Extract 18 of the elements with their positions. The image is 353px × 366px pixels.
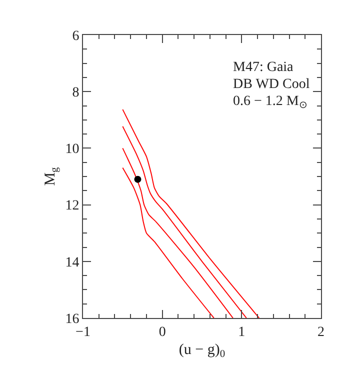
annotation: DB WD Cool (233, 77, 310, 92)
x-tick-label: 0 (158, 324, 166, 340)
y-tick-label: 12 (65, 198, 80, 214)
line-series (122, 167, 214, 318)
x-tick-label: 2 (318, 324, 324, 340)
line-series (122, 126, 247, 318)
annotation: M47: Gaia (233, 60, 294, 75)
line-series (122, 108, 260, 318)
x-tick-label: −1 (76, 324, 90, 340)
y-tick-label: 16 (65, 312, 80, 327)
annotation: 0.6 − 1.2 M$_{⊙}$ (233, 94, 307, 111)
y-tick-label: 6 (72, 28, 80, 44)
y-tick-label: 14 (65, 255, 80, 270)
y-tick-label: 8 (72, 86, 80, 100)
x-tick-label: 1 (238, 324, 246, 340)
x-axis-title: (u − g)$_{0}$ (178, 342, 226, 360)
y-tick-label: 10 (65, 142, 80, 158)
line-series (122, 148, 234, 318)
